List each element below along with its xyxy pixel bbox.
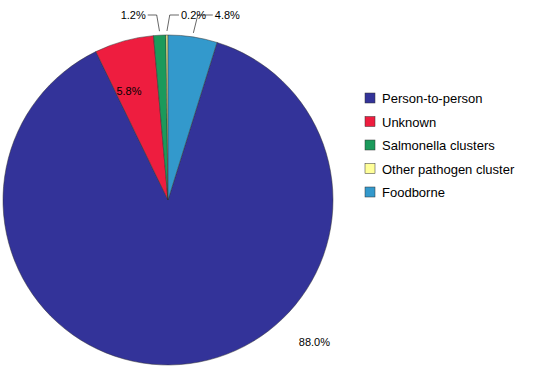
pie-slice bbox=[96, 36, 168, 200]
legend-item: Unknown bbox=[365, 115, 436, 130]
pie-slice bbox=[168, 35, 217, 200]
legend-swatch bbox=[365, 140, 375, 150]
legend-label: Person-to-person bbox=[382, 91, 482, 106]
pie bbox=[3, 35, 333, 365]
data-label: 5.8% bbox=[116, 85, 141, 97]
legend: Person-to-person Unknown Salmonella cluste… bbox=[365, 91, 515, 200]
legend-item: Person-to-person bbox=[365, 91, 482, 106]
data-labels: 88.0%5.8%1.2%0.2%4.8% bbox=[116, 9, 330, 348]
legend-label: Other pathogen cluster bbox=[382, 162, 515, 177]
leader-line bbox=[167, 15, 179, 31]
data-label: 4.8% bbox=[215, 9, 240, 21]
legend-item: Other pathogen cluster bbox=[365, 162, 515, 177]
chart: 88.0%5.8%1.2%0.2%4.8%Person-to-personUnk… bbox=[0, 0, 537, 367]
legend-label: Salmonella clusters bbox=[382, 138, 495, 153]
pie-slice bbox=[154, 35, 168, 200]
legend-label: Foodborne bbox=[382, 185, 445, 200]
legend-swatch bbox=[365, 93, 375, 103]
legend-swatch bbox=[365, 187, 375, 197]
legend-swatch bbox=[365, 164, 375, 174]
data-label: 1.2% bbox=[121, 9, 146, 21]
leader-line bbox=[148, 15, 160, 31]
pie-slice bbox=[166, 35, 168, 200]
legend-item: Foodborne bbox=[365, 185, 445, 200]
leader-line bbox=[193, 15, 212, 33]
legend-item: Salmonella clusters bbox=[365, 138, 495, 153]
data-label: 88.0% bbox=[299, 336, 330, 348]
legend-label: Unknown bbox=[382, 115, 436, 130]
legend-swatch bbox=[365, 117, 375, 127]
